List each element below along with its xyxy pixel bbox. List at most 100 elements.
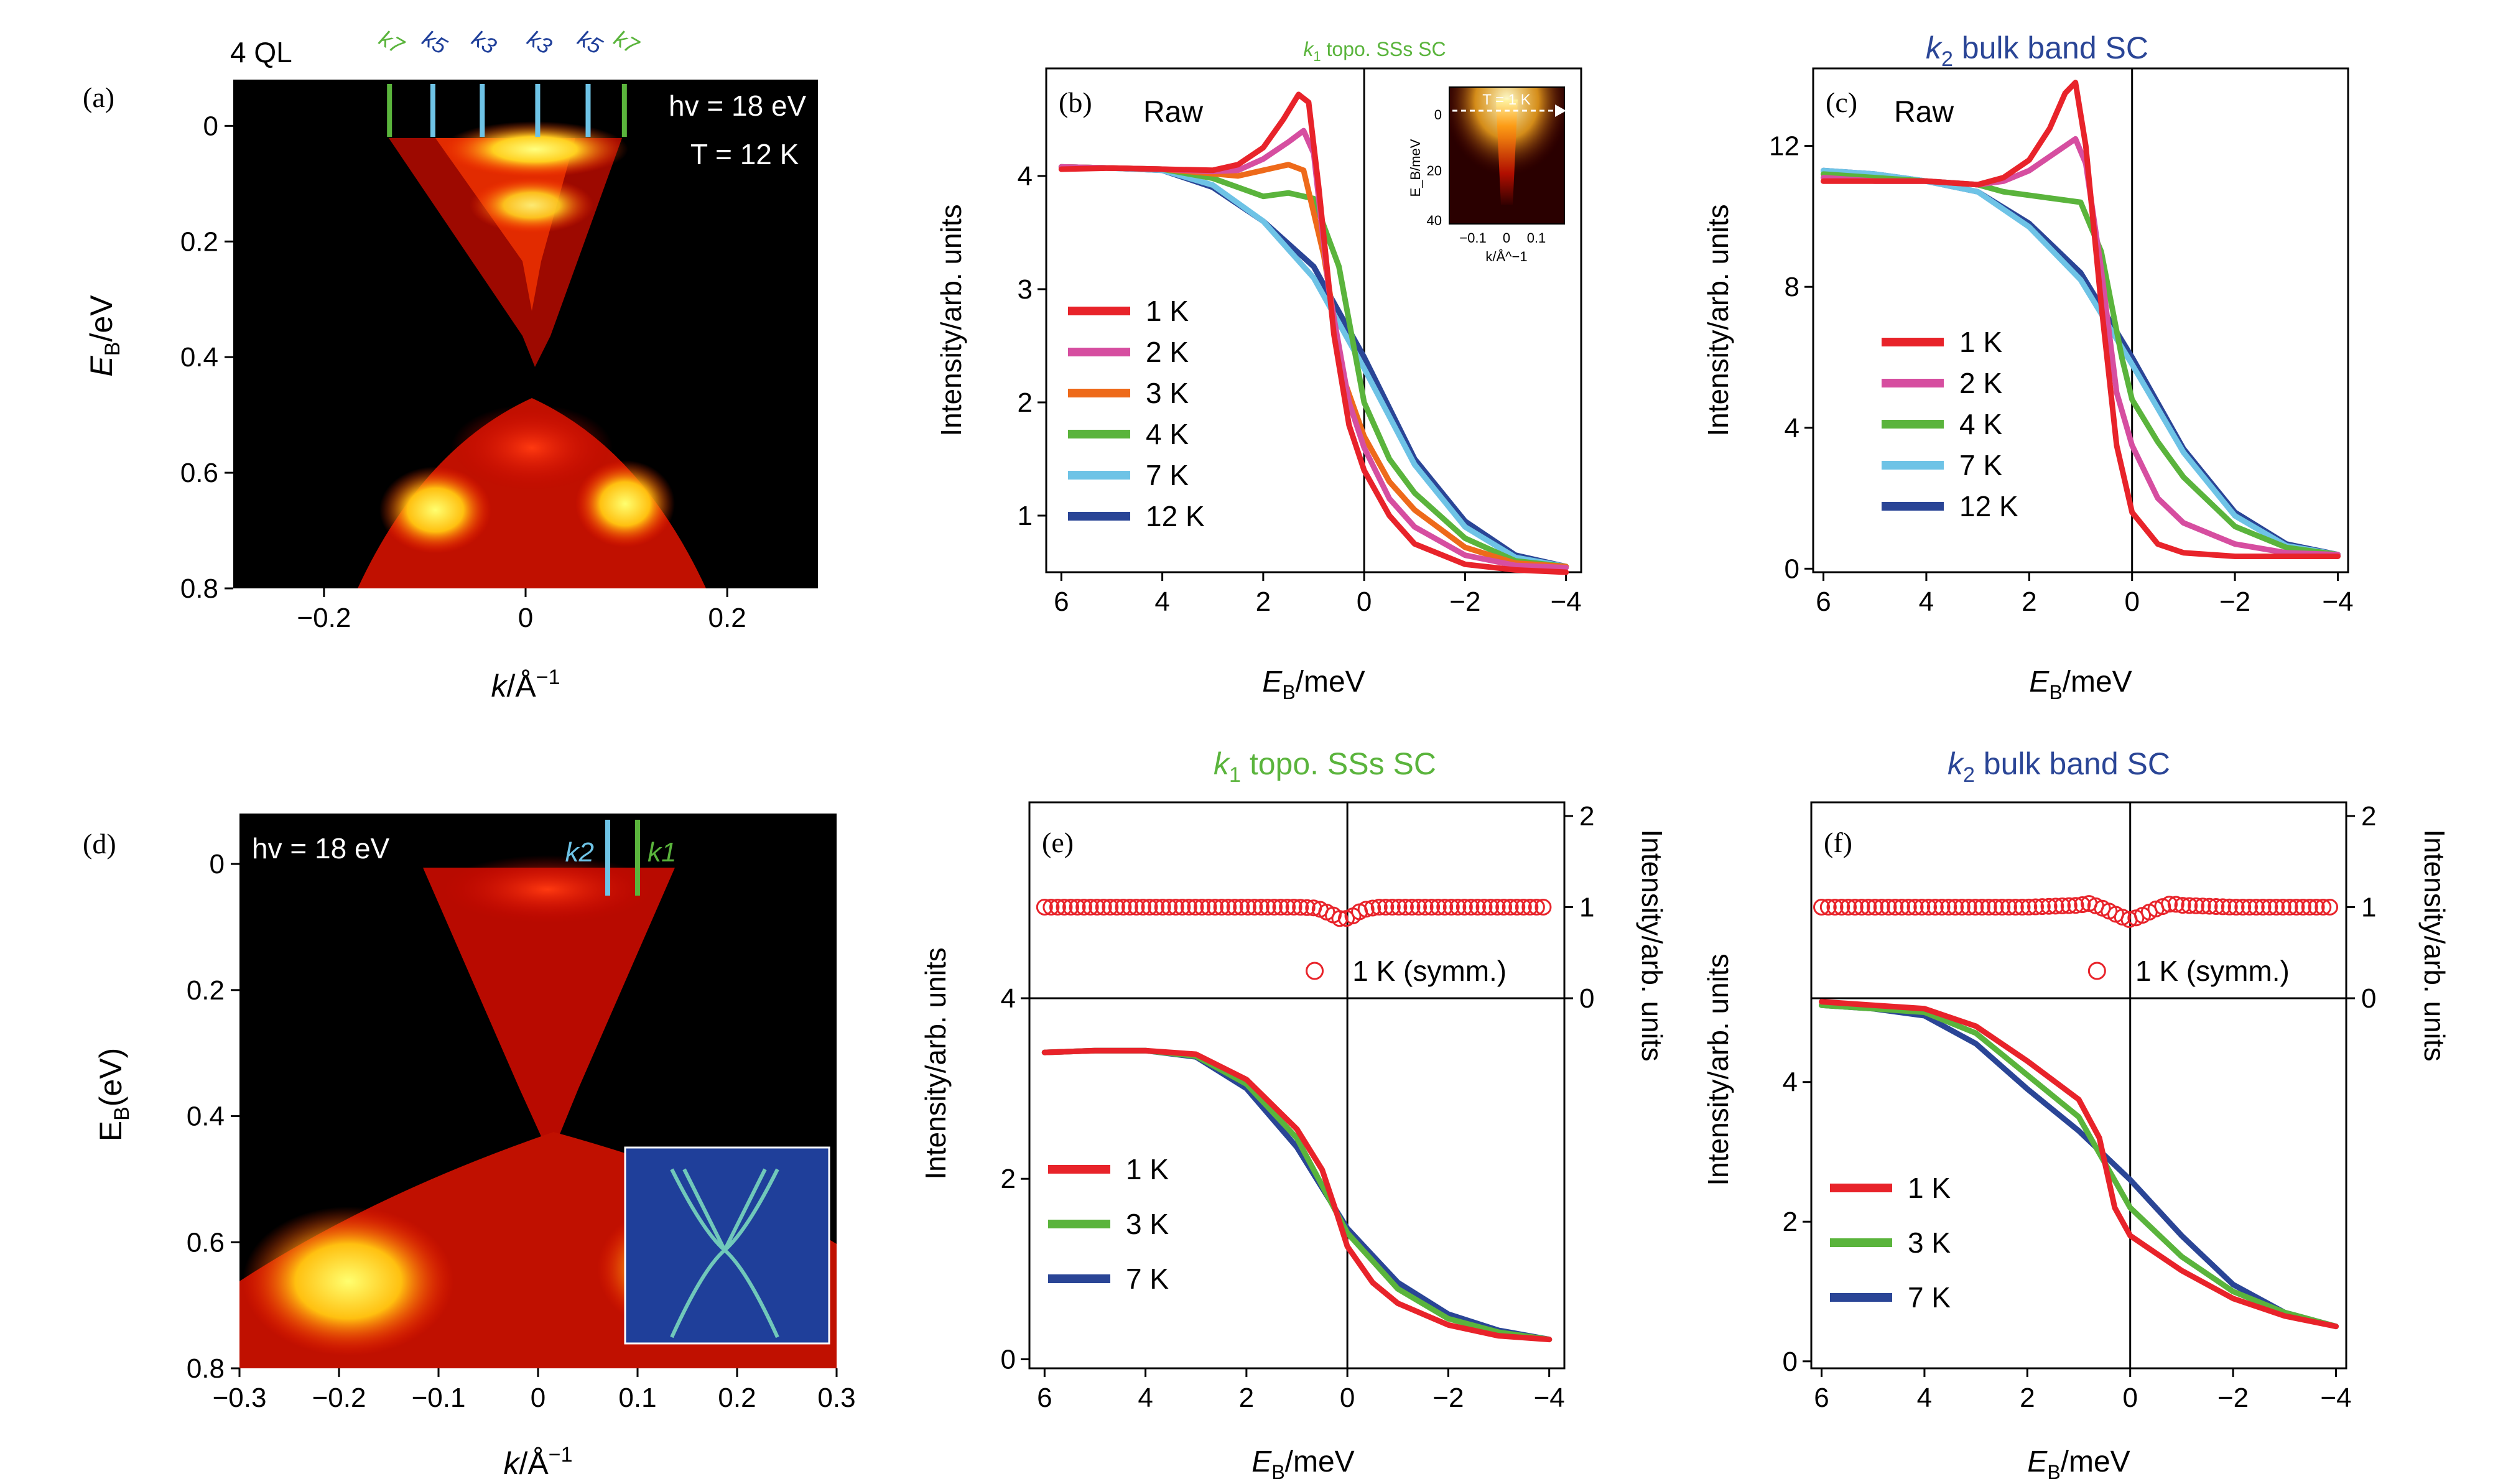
panel-e-symm-point [1233, 898, 1250, 916]
panel-e-symm-point [1121, 898, 1138, 916]
panel-e-symm-point [1298, 899, 1316, 916]
panel-e-ytick-label: 4 [1001, 983, 1016, 1014]
panel-e-symm-point [1403, 898, 1421, 916]
panel-e-symm-point [1521, 898, 1539, 916]
panel-e-symm-point [1508, 898, 1526, 916]
panel-b-title: k1 topo. SSs SC [1303, 38, 1446, 64]
panel-c-corner-label: Raw [1894, 96, 1954, 129]
panel-c-legend-label: 1 K [1959, 326, 2002, 358]
panel-f-symm-point [1826, 898, 1844, 916]
panel-c: k2 bulk band SC (c) Raw 6 4 2 0 −2 −4 0 4 8 12 1 … [1702, 30, 2354, 703]
panel-b-inset: T = 1 K 0 20 40 E_B/meV −0.1 0 0.1 k/Å^−… [1408, 86, 1566, 264]
panel-a-xlabel: k/Å−1 [491, 665, 560, 703]
panel-f-frame [1810, 801, 2347, 1370]
panel-e-symm-point [1187, 898, 1204, 916]
panel-e-symm-point [1154, 898, 1171, 916]
panel-b-inset-T-label: T = 1 K [1482, 91, 1531, 108]
panel-f-symm-point [2301, 898, 2318, 916]
panel-a-ytick-label: 0.2 [180, 226, 218, 257]
panel-e-symm-point [1102, 898, 1119, 916]
panel-e-symm-point [1535, 898, 1552, 916]
panel-f-symm-point [1974, 898, 1991, 916]
panel-b-xtick-label: 6 [1054, 587, 1069, 617]
panel-label-f: (f) [1824, 827, 1852, 858]
panel-d-xtick-label: 0.2 [718, 1383, 756, 1413]
panel-b-inset-ytick: 0 [1434, 107, 1442, 123]
panel-d-k-marker-label: k1 [648, 837, 676, 868]
panel-f-symm-point [2295, 898, 2312, 916]
panel-f-symm-point [2241, 898, 2259, 916]
panel-f-axes: 6 4 2 0 −2 −4 0 2 4 0 1 2 [1783, 801, 2377, 1413]
panel-e-symm-point [1213, 898, 1230, 916]
panel-c-series-line [1821, 171, 2341, 558]
panel-a-k-marker-label: k7 [610, 26, 644, 60]
panel-f-symm-point [2007, 898, 2024, 916]
panel-c-series-line [1821, 167, 2341, 558]
panel-f-symm-point [2234, 898, 2252, 916]
panel-e-symm-point [1469, 898, 1486, 916]
panel-e-symm-point [1062, 898, 1080, 916]
panel-f-symm-point [1926, 898, 1944, 916]
panel-f-symm-point [2167, 896, 2185, 913]
panel-f-symm-point [2188, 897, 2205, 914]
panel-f-symm-point [2268, 898, 2285, 916]
panel-b-ytick-label: 3 [1018, 274, 1033, 305]
panel-a-valence-hotspot-right [575, 460, 675, 547]
panel-e-symm-point [1239, 898, 1256, 916]
panel-b-xtick-label: 2 [1256, 587, 1271, 617]
panel-e-ytick-label: 2 [1001, 1164, 1016, 1194]
panel-a-axes: −0.2 0 0.2 0 0.2 0.4 0.6 0.8 [180, 111, 746, 633]
panel-b-legend-label: 3 K [1146, 377, 1189, 409]
panel-f-symm-point [1833, 898, 1850, 916]
panel-f-symm-point [2040, 897, 2058, 915]
panel-b-series-line [1058, 164, 1569, 570]
panel-f-symm-point [1873, 898, 1890, 916]
panel-b-inset-ylabel: E_B/meV [1408, 139, 1423, 197]
panel-f-symm-point [1940, 898, 1957, 916]
panel-b-series-line [1058, 162, 1569, 570]
panel-f-symm-point [1947, 898, 1964, 916]
panel-a-hv-annotation: hv = 18 eV [669, 90, 807, 122]
panel-label-d: (d) [83, 828, 116, 860]
panel-f-symm-point [2201, 897, 2218, 915]
panel-c-ytick-label: 4 [1785, 413, 1799, 443]
panel-f-xtick-label: 0 [2122, 1383, 2137, 1413]
panel-f-symm-legend-marker [2087, 962, 2106, 980]
panel-d-inset-frame [624, 1146, 830, 1345]
panel-e-symm-point [1049, 898, 1066, 916]
panel-b-inset-ytick: 40 [1427, 213, 1442, 228]
panel-e-symm-point [1265, 898, 1283, 916]
panel-e-xtick-label: 6 [1037, 1383, 1052, 1413]
panel-d-xtick-label: −0.3 [213, 1383, 267, 1413]
panel-label-b: (b) [1059, 86, 1092, 118]
panel-f-xlabel: EB/meV [2027, 1445, 2130, 1483]
panel-f-xtick-label: −2 [2217, 1383, 2249, 1413]
panel-f-symm-point [2020, 898, 2038, 916]
panel-f-symm-point [1880, 898, 1897, 916]
panel-f-ytick-label: 4 [1783, 1067, 1798, 1098]
panel-e-ytick-right-label: 0 [1579, 983, 1594, 1014]
panel-f-symm-point [1953, 898, 1971, 916]
panel-d-xtick-label: 0.3 [817, 1383, 855, 1413]
panel-a: (a) 4 QL −0.2 0 0.2 0 0.2 0.4 0.6 0.8 hv = 18 e… [83, 26, 818, 703]
panel-e-symm-point [1246, 898, 1263, 916]
panel-b-inset-xtick: −0.1 [1459, 230, 1486, 246]
panel-b-legend-label: 12 K [1146, 500, 1205, 532]
panel-f-symm-legend-label: 1 K (symm.) [2135, 955, 2290, 987]
panel-e-xtick-label: 0 [1340, 1383, 1355, 1413]
panel-f-symm-point [2033, 898, 2051, 916]
panel-f-symm-point [2254, 898, 2272, 916]
panel-e-symm-legend-marker [1306, 962, 1324, 980]
panel-e-symm-point [1475, 898, 1493, 916]
panel-f-xtick-label: −4 [2320, 1383, 2351, 1413]
panel-f-series-line [1819, 999, 2339, 1330]
panel-f-legend-label: 1 K [1908, 1172, 1951, 1204]
panel-f-symm-point [2000, 898, 2018, 916]
panel-e-symm-legend-label: 1 K (symm.) [1352, 955, 1507, 987]
panel-f-ylabel: Intensity/arb. units [1702, 953, 1734, 1185]
panel-a-xtick-label: 0 [518, 603, 533, 633]
panel-e-symm-point [1528, 898, 1545, 916]
panel-e-symm-point [1331, 910, 1349, 927]
panel-b-inset-arrow-icon [1555, 104, 1566, 117]
